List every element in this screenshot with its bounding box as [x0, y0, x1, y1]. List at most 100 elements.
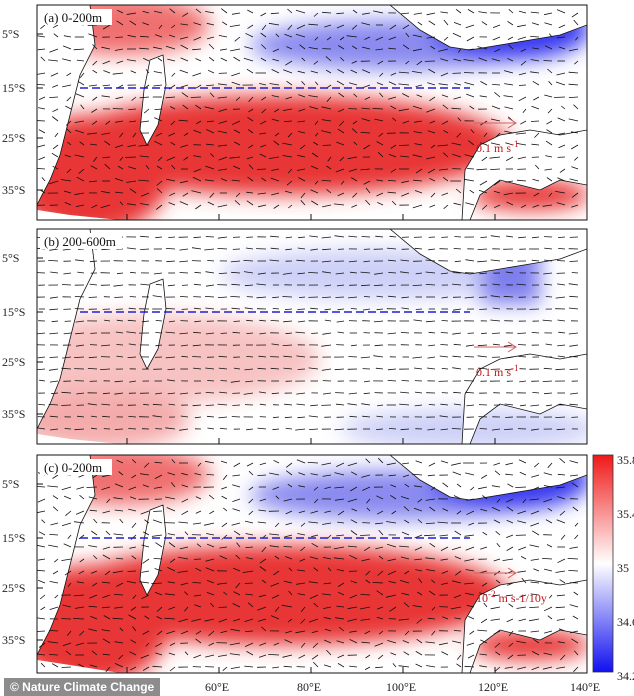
- current-vector: [286, 46, 293, 50]
- current-vector: [348, 296, 358, 299]
- current-vector: [347, 618, 358, 622]
- current-vector: [127, 34, 137, 38]
- current-vector: [49, 415, 59, 418]
- current-vector: [390, 105, 397, 110]
- madagascar: [139, 54, 167, 146]
- current-vector: [385, 594, 397, 598]
- current-vector: [390, 494, 397, 500]
- current-vector: [404, 630, 410, 636]
- current-vector: [102, 415, 111, 418]
- current-vector: [246, 319, 254, 322]
- current-vector: [40, 606, 46, 611]
- current-vector: [520, 60, 527, 66]
- current-vector: [532, 236, 540, 239]
- current-vector: [350, 69, 358, 74]
- current-vector: [127, 356, 137, 358]
- current-vector: [232, 331, 241, 334]
- current-vector: [74, 356, 85, 358]
- current-vector: [506, 260, 514, 262]
- current-vector: [534, 132, 540, 138]
- current-vector: [244, 46, 254, 50]
- current-vector: [530, 486, 540, 491]
- current-vector: [63, 190, 72, 194]
- current-vector: [323, 616, 332, 620]
- current-vector: [506, 534, 514, 538]
- current-vector: [90, 143, 98, 146]
- current-vector: [414, 143, 423, 146]
- current-vector: [351, 24, 358, 30]
- current-vector: [206, 474, 215, 476]
- current-vector: [491, 506, 501, 512]
- current-vector: [158, 24, 163, 29]
- current-vector: [129, 188, 137, 194]
- current-vector: [88, 356, 98, 359]
- current-vector: [468, 616, 475, 620]
- current-vector: [478, 486, 488, 490]
- current-vector: [429, 96, 436, 102]
- current-vector: [76, 392, 85, 395]
- current-vector: [431, 630, 436, 636]
- current-vector: [321, 344, 332, 347]
- current-vector: [92, 96, 98, 101]
- current-vector: [313, 602, 319, 608]
- current-vector: [283, 367, 293, 370]
- current-vector: [441, 192, 449, 196]
- current-vector: [282, 344, 293, 346]
- current-vector: [457, 48, 462, 53]
- credit-watermark: © Nature Climate Change: [4, 678, 161, 696]
- current-vector: [116, 272, 124, 275]
- current-vector: [428, 344, 436, 347]
- current-vector: [441, 570, 449, 574]
- current-vector: [248, 144, 254, 149]
- current-vector: [169, 106, 176, 110]
- current-vector: [87, 132, 98, 135]
- current-vector: [442, 508, 449, 512]
- current-vector: [311, 152, 319, 158]
- current-vector: [234, 200, 241, 206]
- current-vector: [442, 104, 449, 110]
- current-vector: [167, 392, 176, 395]
- lon-tick: 80°E: [297, 680, 321, 694]
- current-vector: [313, 12, 319, 17]
- current-vector: [350, 308, 358, 310]
- current-vector: [321, 462, 332, 466]
- current-vector: [351, 128, 358, 134]
- current-vector: [155, 204, 163, 210]
- current-vector: [259, 132, 267, 135]
- current-vector: [54, 594, 59, 599]
- current-vector: [322, 474, 332, 477]
- current-vector: [261, 108, 267, 114]
- current-vector: [412, 105, 423, 110]
- current-vector: [37, 486, 46, 488]
- current-vector: [361, 22, 371, 26]
- current-vector: [282, 272, 293, 275]
- current-vector: [532, 47, 540, 50]
- current-vector: [220, 460, 228, 464]
- current-vector: [504, 356, 514, 359]
- current-vector: [452, 32, 462, 38]
- current-vector: [114, 509, 124, 512]
- current-vector: [326, 165, 332, 170]
- current-vector: [556, 519, 566, 524]
- current-vector: [113, 284, 124, 287]
- current-vector: [270, 320, 280, 322]
- current-vector: [168, 403, 176, 406]
- current-vector: [41, 177, 46, 182]
- current-vector: [139, 581, 150, 584]
- current-vector: [398, 83, 410, 86]
- current-vector: [453, 403, 462, 406]
- current-vector: [325, 69, 332, 74]
- australia: [461, 129, 587, 220]
- current-vector: [349, 594, 358, 599]
- current-vector: [285, 332, 293, 335]
- current-vector: [140, 235, 150, 238]
- current-vector: [77, 271, 85, 274]
- current-vector: [362, 84, 371, 89]
- current-vector: [155, 320, 163, 322]
- current-vector: [516, 143, 527, 146]
- current-vector: [453, 248, 462, 250]
- current-vector: [569, 403, 579, 406]
- current-vector: [547, 108, 553, 114]
- current-vector: [505, 180, 514, 183]
- current-vector: [125, 156, 137, 158]
